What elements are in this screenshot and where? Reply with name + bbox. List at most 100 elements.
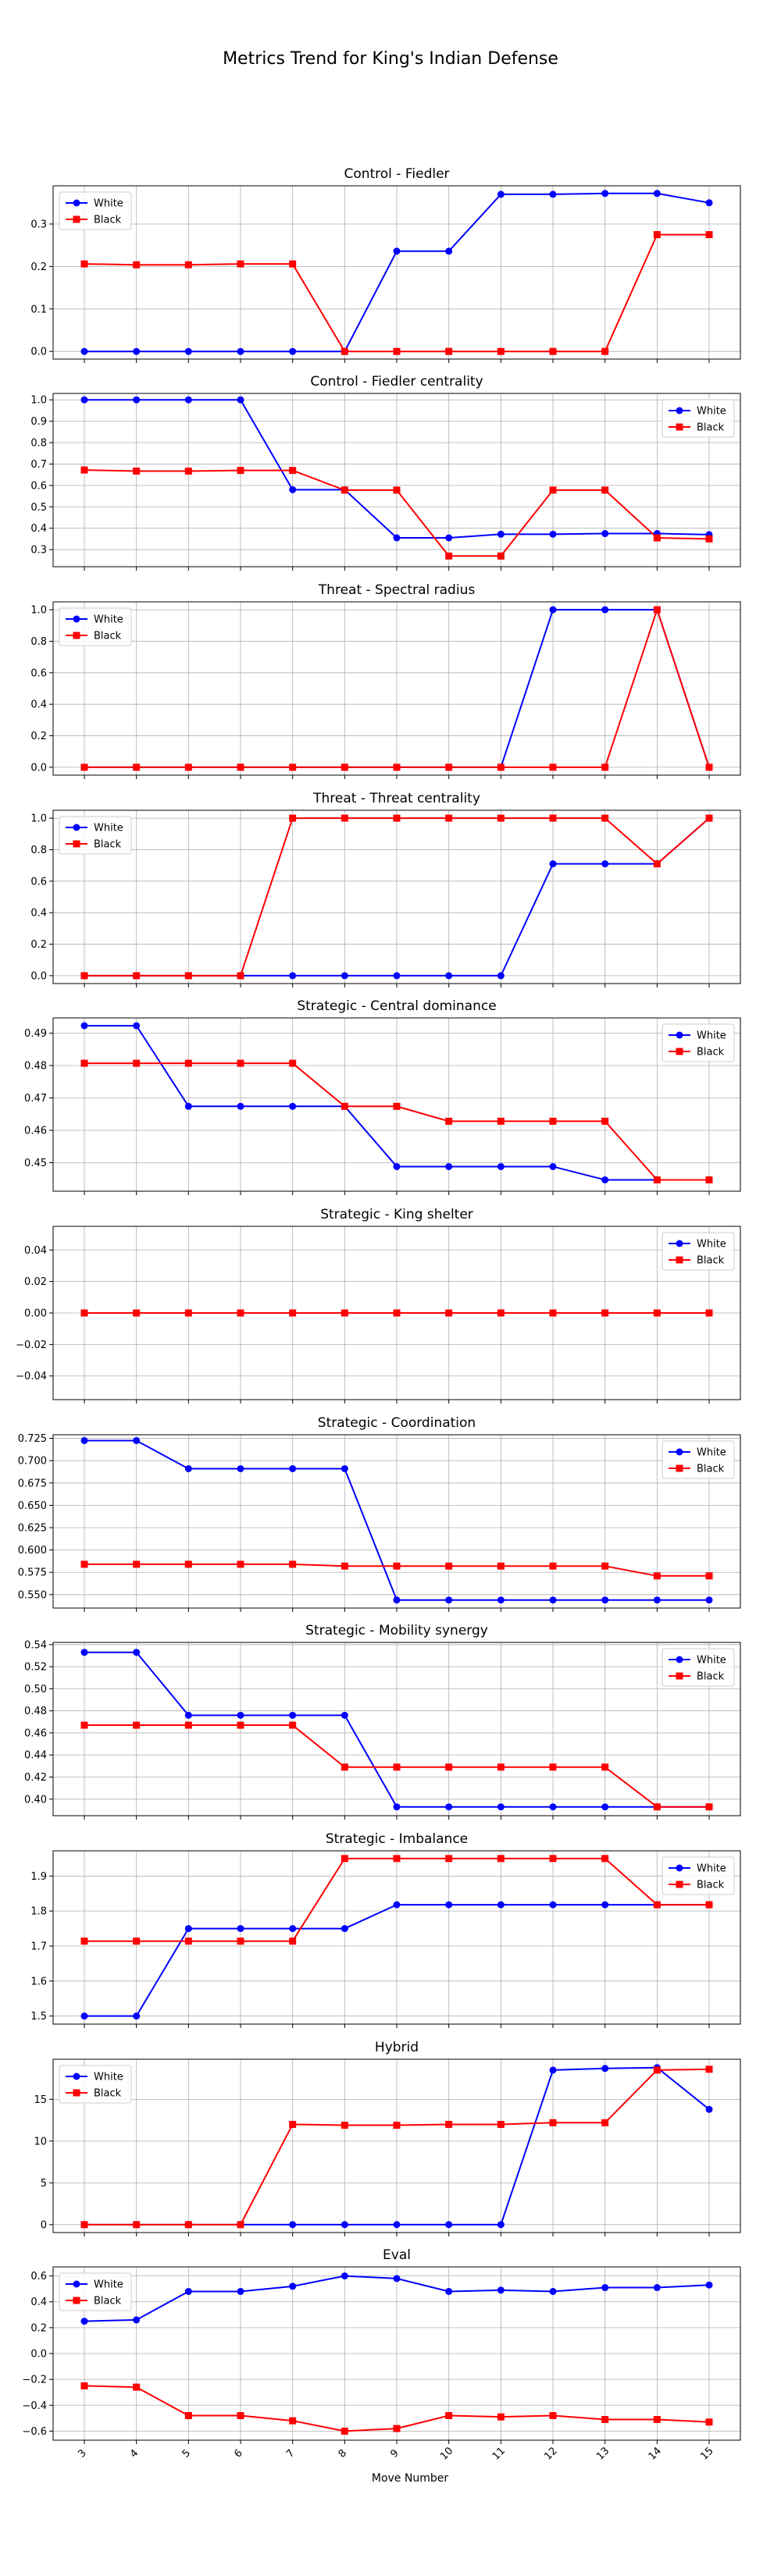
- legend-marker-white: [676, 1864, 683, 1872]
- plot-frame: [52, 393, 741, 568]
- y-tick-label: 1.8: [30, 1906, 47, 1918]
- data-point-black: [653, 2066, 661, 2074]
- data-point-white: [445, 247, 453, 255]
- legend-marker-black: [73, 215, 80, 223]
- y-tick-label: 0.6: [30, 480, 47, 492]
- legend-marker-white: [676, 407, 683, 415]
- subplot-title: Eval: [383, 2247, 411, 2263]
- legend-marker-black: [73, 840, 80, 848]
- data-point-white: [133, 1022, 141, 1030]
- y-tick-label: 1.9: [30, 1871, 47, 1883]
- data-point-black: [393, 1309, 401, 1317]
- legend: White Black: [59, 2065, 132, 2104]
- data-point-black: [341, 763, 348, 771]
- data-point-white: [133, 2316, 141, 2324]
- data-point-white: [601, 190, 609, 197]
- data-point-black: [289, 260, 297, 268]
- x-tick-label: 11: [490, 2445, 508, 2462]
- data-point-black: [80, 1059, 88, 1067]
- plot-frame: [52, 809, 741, 984]
- data-point-black: [80, 763, 88, 771]
- data-point-black: [289, 1721, 297, 1729]
- subplot-title: Hybrid: [375, 2040, 419, 2055]
- data-point-white: [80, 2012, 88, 2020]
- y-tick-label: −0.4: [22, 2400, 47, 2412]
- data-point-white: [445, 1596, 453, 1604]
- data-point-white: [393, 2221, 401, 2229]
- data-point-white: [445, 2287, 453, 2295]
- x-tick-label: 7: [284, 2447, 297, 2460]
- y-tick-label: 0.4: [30, 908, 47, 920]
- data-point-black: [237, 763, 244, 771]
- data-point-black: [445, 2412, 453, 2420]
- data-point-black: [705, 1572, 713, 1580]
- data-point-black: [237, 1721, 244, 1729]
- data-point-black: [237, 1059, 244, 1067]
- data-point-black: [497, 1309, 505, 1317]
- data-point-black: [497, 1562, 505, 1570]
- data-point-black: [80, 1937, 88, 1945]
- data-point-black: [705, 1176, 713, 1183]
- legend-marker-black: [73, 632, 80, 639]
- data-point-black: [445, 763, 453, 771]
- data-point-white: [237, 1711, 244, 1719]
- data-point-white: [289, 347, 297, 355]
- y-tick-label: 1.6: [30, 1976, 47, 1987]
- legend-marker-white: [73, 199, 80, 207]
- data-point-black: [289, 2120, 297, 2128]
- data-point-white: [133, 1436, 141, 1444]
- data-point-black: [341, 1763, 348, 1771]
- data-point-white: [445, 534, 453, 542]
- plot-frame: [52, 601, 741, 776]
- data-point-black: [497, 2120, 505, 2128]
- data-point-black: [393, 1102, 401, 1110]
- legend-label: Black: [94, 215, 122, 226]
- data-point-white: [237, 2287, 244, 2295]
- y-tick-label: 0.675: [18, 1478, 47, 1489]
- data-point-black: [601, 2415, 609, 2423]
- data-point-black: [549, 486, 557, 494]
- data-point-white: [289, 1464, 297, 1472]
- data-point-white: [445, 1803, 453, 1811]
- legend-marker-white: [73, 824, 80, 831]
- data-point-white: [549, 860, 557, 868]
- x-tick-label: 9: [388, 2447, 401, 2460]
- plot-frame: [52, 1226, 741, 1400]
- data-point-white: [393, 972, 401, 980]
- data-point-white: [549, 530, 557, 538]
- data-point-black: [184, 972, 192, 980]
- subplot-title: Strategic - Mobility synergy: [305, 1623, 488, 1638]
- legend: White Black: [662, 1648, 735, 1687]
- legend-marker-white: [676, 1031, 683, 1039]
- legend-marker-white: [676, 1448, 683, 1456]
- data-point-white: [80, 396, 88, 404]
- y-tick-label: 0.44: [24, 1750, 47, 1762]
- data-point-black: [549, 2119, 557, 2126]
- data-point-white: [184, 1102, 192, 1110]
- data-point-white: [184, 1711, 192, 1719]
- data-point-white: [237, 1102, 244, 1110]
- data-point-black: [393, 347, 401, 355]
- y-tick-label: 0: [41, 2219, 47, 2231]
- y-tick-label: 0.40: [24, 1794, 47, 1806]
- data-point-black: [289, 2417, 297, 2425]
- x-tick-label: 4: [128, 2447, 141, 2460]
- x-tick-label: 3: [76, 2447, 88, 2460]
- figure-title: Metrics Trend for King's Indian Defense: [223, 49, 558, 69]
- data-point-black: [653, 606, 661, 614]
- x-tick-label: 14: [647, 2445, 664, 2462]
- data-point-white: [497, 2286, 505, 2294]
- data-point-black: [705, 1309, 713, 1317]
- data-point-black: [341, 1855, 348, 1863]
- data-point-white: [601, 1901, 609, 1909]
- x-tick-label: 8: [337, 2447, 349, 2460]
- y-tick-label: 0.46: [24, 1125, 47, 1137]
- data-point-black: [497, 1855, 505, 1863]
- y-tick-label: 1.0: [30, 605, 47, 617]
- data-point-white: [237, 1464, 244, 1472]
- data-point-black: [341, 814, 348, 822]
- data-point-black: [80, 2382, 88, 2389]
- y-tick-label: 0.5: [30, 502, 47, 514]
- data-point-black: [133, 1560, 141, 1568]
- legend: White Black: [662, 1023, 735, 1062]
